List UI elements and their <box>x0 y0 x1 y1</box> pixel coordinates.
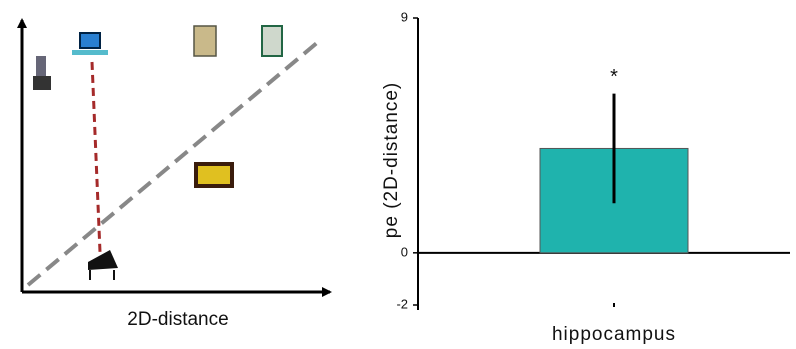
x-axis-label: 2D-distance <box>127 309 228 330</box>
diagonal <box>28 42 318 285</box>
icon-lamp <box>33 56 51 90</box>
y-tick-label: -2 <box>396 296 408 311</box>
diagram: 2D-distance <box>22 20 330 330</box>
y-tick-label: 0 <box>401 244 408 259</box>
icon-computer <box>72 33 108 55</box>
figure: 2D-distance pe (2D-distance) -2 0 9 * hippoc… <box>0 0 796 349</box>
icon-piano <box>88 250 118 280</box>
icon-armchair <box>196 164 232 186</box>
y-axis-label: pe (2D-distance) <box>381 82 402 238</box>
icon-cabinet <box>194 26 216 56</box>
annotation: * <box>610 66 618 88</box>
distance-line <box>92 62 100 252</box>
y-tick-label: 9 <box>401 9 408 24</box>
icon-desk <box>262 26 282 56</box>
x-tick-label: hippocampus <box>552 324 676 345</box>
page: 2D-distance pe (2D-distance) -2 0 9 * hippoc… <box>0 0 796 349</box>
